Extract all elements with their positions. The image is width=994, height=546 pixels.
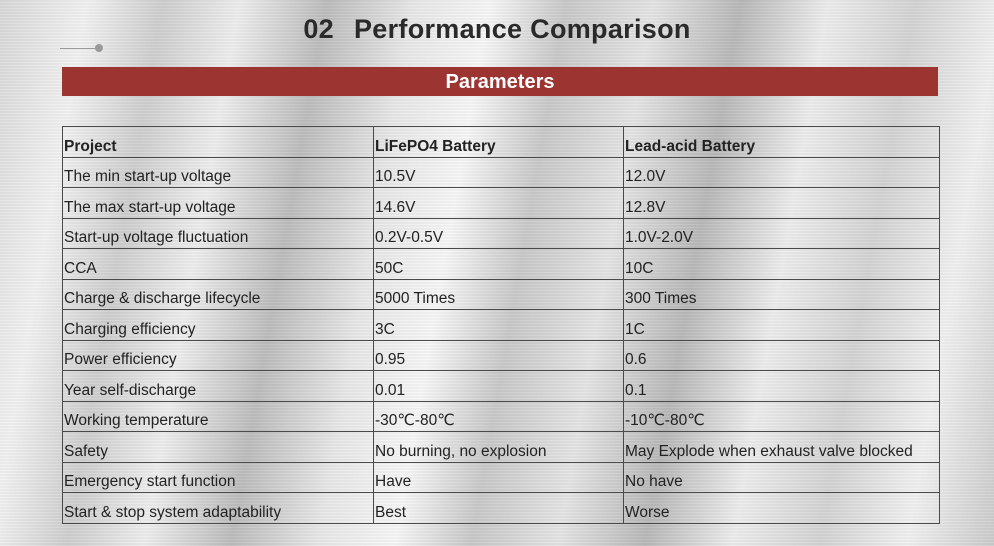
cell-lifepo4: 0.2V-0.5V <box>373 217 624 249</box>
cell-project: Emergency start function <box>62 461 374 493</box>
cell-lead-acid: 1C <box>623 309 940 341</box>
column-header-project: Project <box>62 126 374 158</box>
cell-lifepo4: 50C <box>373 248 624 280</box>
table-row: CCA 50C 10C <box>62 248 940 280</box>
cell-lifepo4: No burning, no explosion <box>373 431 624 463</box>
table-row: Safety No burning, no explosion May Expl… <box>62 431 940 463</box>
table-row: Start & stop system adaptability Best Wo… <box>62 492 940 524</box>
cell-project: The max start-up voltage <box>62 187 374 219</box>
table-row: Power efficiency 0.95 0.6 <box>62 339 940 371</box>
page-title: 02 Performance Comparison <box>0 14 994 45</box>
comparison-table: Project LiFePO4 Battery Lead-acid Batter… <box>62 126 940 524</box>
cell-lead-acid: 0.1 <box>623 370 940 402</box>
cell-lead-acid: 0.6 <box>623 339 940 371</box>
column-header-lead-acid: Lead-acid Battery <box>623 126 940 158</box>
cell-lifepo4: 0.01 <box>373 370 624 402</box>
cell-project: Start-up voltage fluctuation <box>62 217 374 249</box>
section-title: Performance Comparison <box>353 14 691 44</box>
cell-lead-acid: 300 Times <box>623 278 940 310</box>
cell-project: Charging efficiency <box>62 309 374 341</box>
banner-label: Parameters <box>445 71 555 93</box>
table-row: Emergency start function Have No have <box>62 461 940 493</box>
column-header-lifepo4: LiFePO4 Battery <box>373 126 624 158</box>
table-row: The max start-up voltage 14.6V 12.8V <box>62 187 940 219</box>
table-row: Start-up voltage fluctuation 0.2V-0.5V 1… <box>62 217 940 249</box>
cell-lifepo4: 10.5V <box>373 156 624 188</box>
cell-lead-acid: 1.0V-2.0V <box>623 217 940 249</box>
cell-lead-acid: Worse <box>623 492 940 524</box>
decorative-dot <box>95 44 103 52</box>
cell-lifepo4: 14.6V <box>373 187 624 219</box>
cell-project: Charge & discharge lifecycle <box>62 278 374 310</box>
table-header-row: Project LiFePO4 Battery Lead-acid Batter… <box>62 126 940 158</box>
cell-lifepo4: -30℃-80℃ <box>373 400 624 432</box>
cell-lead-acid: May Explode when exhaust valve blocked <box>623 431 940 463</box>
decorative-line <box>60 48 98 49</box>
cell-lead-acid: No have <box>623 461 940 493</box>
table-row: Working temperature -30℃-80℃ -10℃-80℃ <box>62 400 940 432</box>
parameters-banner: Parameters <box>62 67 938 96</box>
cell-project: The min start-up voltage <box>62 156 374 188</box>
cell-lifepo4: Best <box>373 492 624 524</box>
table-row: Charge & discharge lifecycle 5000 Times … <box>62 278 940 310</box>
cell-lead-acid: -10℃-80℃ <box>623 400 940 432</box>
cell-project: CCA <box>62 248 374 280</box>
cell-lifepo4: 0.95 <box>373 339 624 371</box>
table-row: Charging efficiency 3C 1C <box>62 309 940 341</box>
table-row: Year self-discharge 0.01 0.1 <box>62 370 940 402</box>
cell-lifepo4: 3C <box>373 309 624 341</box>
cell-project: Power efficiency <box>62 339 374 371</box>
cell-lead-acid: 12.8V <box>623 187 940 219</box>
cell-lead-acid: 12.0V <box>623 156 940 188</box>
cell-project: Year self-discharge <box>62 370 374 402</box>
cell-lead-acid: 10C <box>623 248 940 280</box>
section-number: 02 <box>303 14 334 44</box>
cell-lifepo4: Have <box>373 461 624 493</box>
table-row: The min start-up voltage 10.5V 12.0V <box>62 156 940 188</box>
cell-project: Safety <box>62 431 374 463</box>
cell-lifepo4: 5000 Times <box>373 278 624 310</box>
cell-project: Start & stop system adaptability <box>62 492 374 524</box>
cell-project: Working temperature <box>62 400 374 432</box>
